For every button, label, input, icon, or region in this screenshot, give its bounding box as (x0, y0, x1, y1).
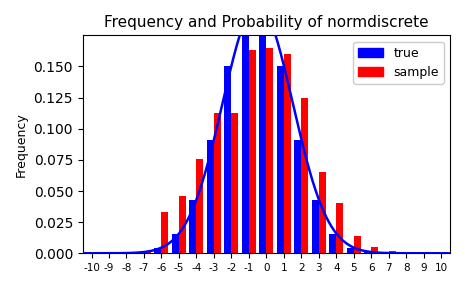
Bar (336, 203, 343, 253)
Bar (266, 48, 273, 253)
Bar (249, 50, 256, 253)
Bar (196, 159, 203, 253)
Bar (294, 140, 301, 253)
Bar (312, 200, 319, 253)
Bar (144, 251, 151, 253)
Bar (225, 66, 232, 253)
Bar (389, 251, 396, 253)
Bar (284, 54, 291, 253)
Bar (214, 113, 221, 253)
Title: Frequency and Probability of normdiscrete: Frequency and Probability of normdiscret… (104, 15, 429, 30)
Bar (189, 200, 196, 253)
Bar (329, 234, 336, 253)
Bar (301, 98, 308, 253)
Bar (161, 212, 168, 253)
Y-axis label: Frequency: Frequency (15, 112, 28, 177)
Bar (372, 247, 379, 253)
Bar (232, 113, 239, 253)
Bar (347, 248, 354, 253)
Bar (259, 12, 266, 253)
Bar (154, 248, 161, 253)
Bar (207, 140, 214, 253)
Bar (179, 196, 186, 253)
Bar (172, 234, 179, 253)
Legend: true, sample: true, sample (353, 41, 444, 84)
Bar (319, 172, 326, 253)
Bar (364, 252, 372, 253)
Bar (277, 66, 284, 253)
Bar (137, 252, 144, 253)
Bar (242, 12, 249, 253)
Bar (354, 236, 361, 253)
